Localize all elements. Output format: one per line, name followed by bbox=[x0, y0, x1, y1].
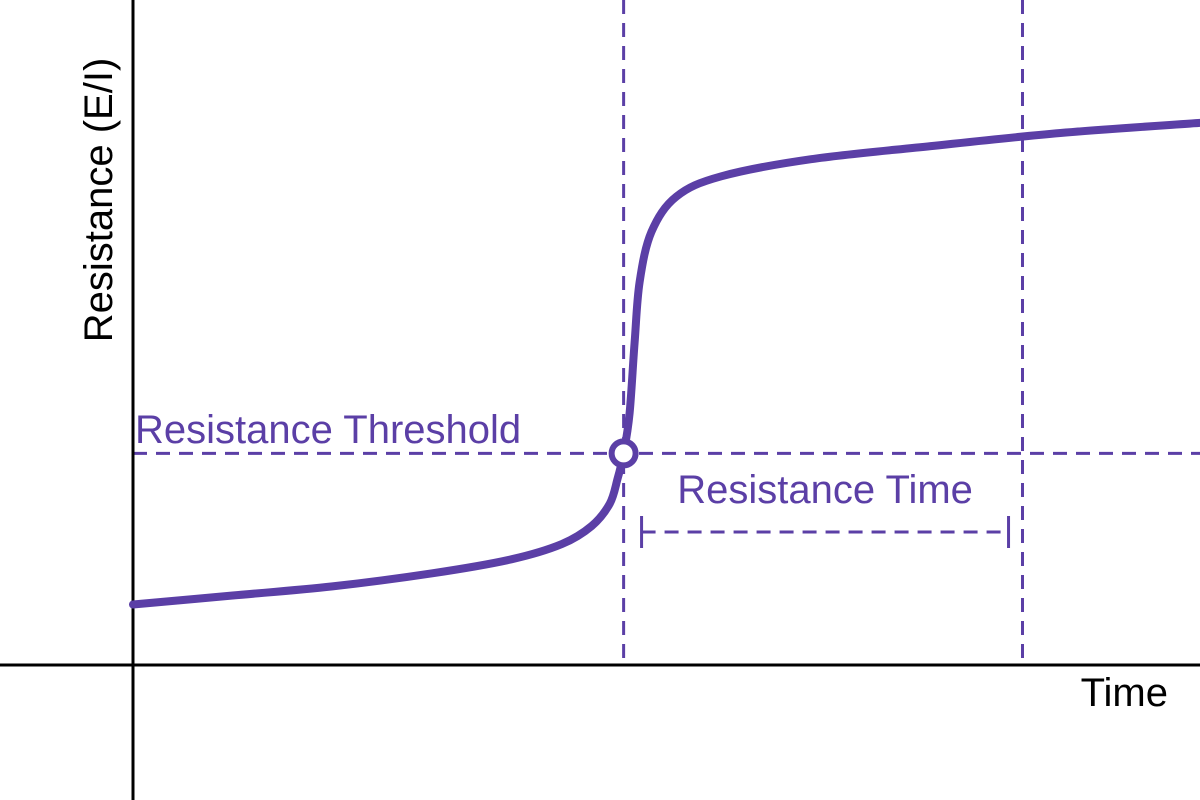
threshold-crossing-marker bbox=[608, 438, 639, 469]
annotations-layer bbox=[133, 0, 1200, 665]
y-axis-label: Resistance (E/I) bbox=[77, 58, 121, 343]
x-axis-label: Time bbox=[1081, 671, 1168, 715]
threshold-label: Resistance Threshold bbox=[135, 408, 521, 452]
labels-layer: Resistance Threshold Resistance Time bbox=[135, 408, 973, 512]
resistance-time-label: Resistance Time bbox=[677, 468, 973, 512]
series-line-1 bbox=[129, 118, 1200, 609]
series-layer bbox=[129, 118, 1200, 609]
